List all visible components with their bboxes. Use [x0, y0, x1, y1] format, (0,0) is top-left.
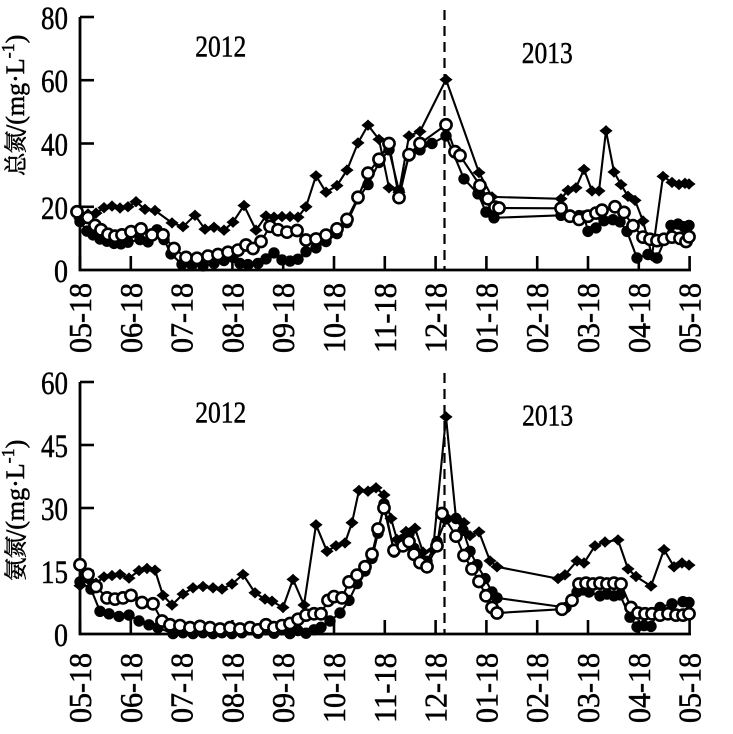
svg-text:10-18: 10-18	[316, 653, 352, 723]
svg-text:2012: 2012	[195, 395, 246, 430]
svg-text:02-18: 02-18	[519, 653, 555, 723]
svg-text:05-18: 05-18	[672, 653, 708, 723]
svg-text:02-18: 02-18	[519, 283, 555, 353]
svg-text:03-18: 03-18	[570, 283, 606, 353]
svg-text:11-18: 11-18	[367, 653, 403, 723]
svg-text:01-18: 01-18	[468, 283, 504, 353]
svg-text:03-18: 03-18	[570, 653, 606, 723]
svg-text:2012: 2012	[195, 29, 246, 64]
svg-text:07-18: 07-18	[164, 283, 200, 353]
svg-text:05-18: 05-18	[62, 653, 98, 723]
svg-text:07-18: 07-18	[164, 653, 200, 723]
svg-text:40: 40	[41, 128, 68, 164]
svg-text:15: 15	[41, 555, 68, 591]
svg-text:60: 60	[41, 64, 68, 100]
svg-text:2013: 2013	[522, 398, 573, 433]
svg-text:09-18: 09-18	[265, 653, 301, 723]
svg-text:10-18: 10-18	[316, 283, 352, 353]
svg-text:06-18: 06-18	[113, 283, 149, 353]
svg-text:12-18: 12-18	[418, 283, 454, 353]
svg-text:12-18: 12-18	[418, 653, 454, 723]
svg-text:09-18: 09-18	[265, 283, 301, 353]
svg-text:08-18: 08-18	[214, 283, 250, 353]
svg-text:04-18: 04-18	[621, 653, 657, 723]
svg-text:80: 80	[41, 1, 68, 37]
svg-text:20: 20	[41, 191, 68, 227]
svg-text:05-18: 05-18	[62, 283, 98, 353]
svg-text:30: 30	[41, 492, 68, 528]
svg-text:45: 45	[41, 429, 68, 465]
svg-text:2013: 2013	[522, 35, 573, 70]
svg-text:01-18: 01-18	[468, 653, 504, 723]
svg-text:0: 0	[54, 254, 68, 290]
svg-text:0: 0	[54, 618, 68, 654]
svg-text:11-18: 11-18	[367, 283, 403, 353]
svg-text:04-18: 04-18	[621, 283, 657, 353]
svg-text:08-18: 08-18	[214, 653, 250, 723]
svg-text:05-18: 05-18	[672, 283, 708, 353]
svg-text:06-18: 06-18	[113, 653, 149, 723]
svg-text:60: 60	[41, 366, 68, 402]
